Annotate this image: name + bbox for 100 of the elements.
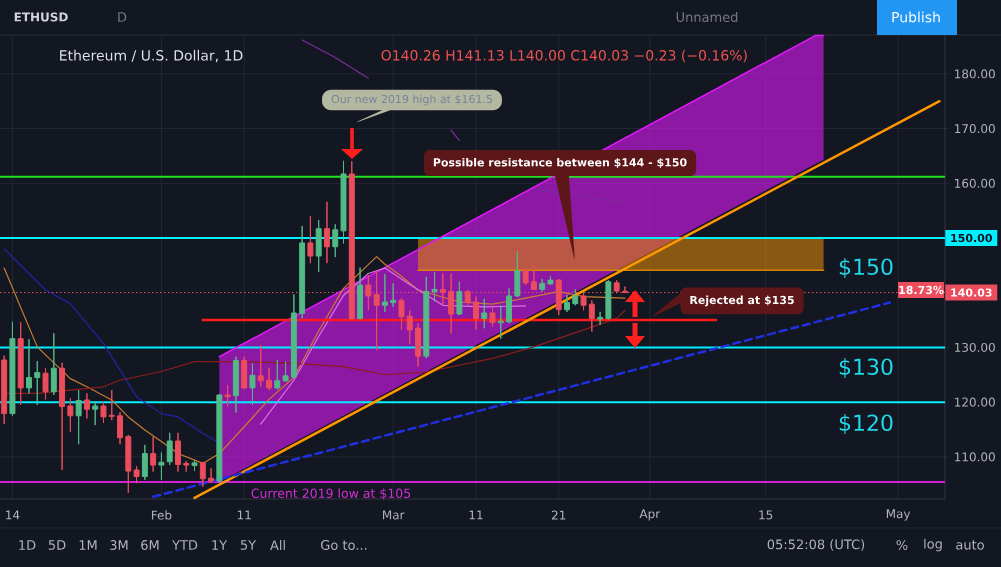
candlestick: [315, 219, 322, 273]
text: 5Y: [240, 540, 257, 550]
x-tick-label: 21: [551, 510, 566, 520]
x-tick-label: 11: [469, 510, 483, 520]
candlestick: [572, 288, 579, 306]
candlestick: [299, 225, 306, 319]
candlestick: [580, 291, 587, 311]
candlestick: [522, 267, 529, 286]
annotation: Possible resistance between $144 - $150: [433, 158, 687, 168]
candlestick: [141, 444, 148, 481]
candlestick: [9, 321, 16, 417]
candlestick: [340, 160, 347, 244]
candlestick: [506, 287, 513, 324]
candlestick: [588, 299, 595, 333]
candlestick: [605, 279, 612, 321]
x-tick-label: 15: [759, 510, 773, 520]
text: 1D: [19, 540, 36, 550]
candlestick: [274, 359, 281, 391]
candlestick: [100, 400, 107, 424]
candlestick: [83, 392, 90, 420]
candlestick: [472, 296, 479, 331]
text: YTD: [172, 540, 198, 550]
candlestick: [282, 361, 289, 383]
candlestick: [390, 282, 397, 308]
candlestick: [117, 411, 124, 445]
text: 3M: [110, 540, 128, 550]
y-tick-label: 170.00: [955, 124, 995, 134]
candlestick: [456, 281, 463, 316]
x-tick-label: Apr: [639, 509, 661, 521]
candlestick: [208, 467, 215, 484]
text: Ethereum / U.S. Dollar, 1D: [60, 49, 243, 63]
annotation: $150: [839, 258, 893, 278]
y-tick-label: 180.00: [955, 69, 995, 79]
candlestick: [241, 356, 248, 390]
candlestick: [266, 367, 272, 391]
y-tick-label: 120.00: [955, 397, 995, 407]
text: O140.26 H141.13 L140.00 C140.03 −0.23 (−0.16%): [381, 49, 747, 63]
candlestick: [224, 384, 231, 408]
candlestick: [497, 304, 504, 340]
annotation: Current 2019 low at $105: [251, 488, 411, 500]
y-tick-label: 160.00: [955, 178, 995, 188]
candlestick: [199, 461, 206, 488]
ref-line-label: 140.03: [951, 288, 992, 297]
text: Go to...: [321, 540, 367, 550]
candlestick: [332, 223, 339, 258]
text: D: [118, 12, 127, 22]
candlestick: [547, 275, 554, 286]
candlestick: [108, 389, 115, 421]
annotation: $130: [839, 358, 893, 378]
ref-line-label: 150.00: [951, 233, 992, 243]
annotation: 18.73%: [899, 285, 944, 295]
candlestick: [514, 250, 521, 298]
candlestick: [42, 367, 49, 400]
candlestick: [357, 267, 364, 321]
candlestick: [555, 278, 562, 316]
candlestick: [597, 311, 604, 326]
candlestick: [183, 460, 190, 473]
candlestick: [67, 397, 74, 433]
candlestick: [232, 356, 239, 414]
candlestick: [191, 459, 198, 472]
candlestick: [323, 201, 330, 264]
text: log: [924, 538, 942, 552]
candlestick: [75, 389, 82, 445]
candlestick: [489, 306, 496, 328]
candlestick: [50, 332, 57, 396]
text: 6M: [141, 540, 159, 550]
candlestick: [174, 432, 181, 473]
candlestick: [398, 297, 405, 331]
x-tick-label: 14: [6, 510, 20, 520]
text: 1M: [79, 540, 97, 550]
candlestick: [415, 322, 421, 368]
annotation: $120: [839, 414, 893, 434]
candlestick: [381, 273, 388, 313]
candlestick: [150, 436, 157, 473]
annotation: Our new 2019 high at $161.5: [331, 94, 492, 106]
candlestick: [431, 271, 438, 302]
candlestick: [166, 432, 173, 466]
text: ETHUSD: [14, 12, 68, 22]
text: All: [270, 540, 285, 550]
candlestick: [1, 355, 8, 425]
text: auto: [956, 540, 984, 550]
y-tick-label: 130.00: [955, 342, 995, 352]
x-tick-label: Feb: [151, 510, 172, 520]
annotation: Rejected at $135: [690, 295, 794, 307]
candlestick: [307, 215, 314, 264]
text: Unnamed: [676, 11, 738, 23]
x-tick-label: Mar: [383, 510, 405, 520]
candlestick: [59, 362, 66, 471]
y-tick-label: 110.00: [955, 452, 995, 462]
text: 05:52:08 (UTC): [767, 539, 865, 551]
text: 5D: [48, 540, 66, 550]
candlestick: [158, 451, 165, 481]
x-tick-label: May: [886, 509, 911, 521]
candlestick: [423, 276, 430, 359]
candlestick: [26, 338, 32, 394]
candlestick: [17, 321, 24, 406]
candlestick: [257, 344, 264, 388]
candlestick: [481, 298, 488, 329]
candlestick: [290, 293, 297, 379]
candlestick: [216, 393, 223, 484]
